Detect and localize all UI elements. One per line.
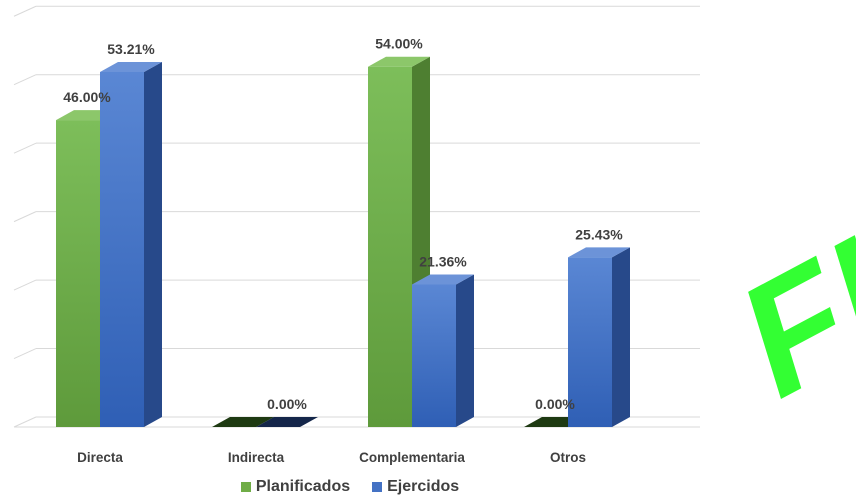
bar-front xyxy=(568,257,612,427)
bar-top xyxy=(412,274,474,285)
bar-top xyxy=(368,56,430,67)
bar-top xyxy=(568,247,630,258)
data-label: 0.00% xyxy=(267,396,307,412)
bar-indirecta-planificados xyxy=(212,417,274,427)
data-label: 46.00% xyxy=(63,89,111,105)
bar-side xyxy=(612,247,630,427)
legend-item-planificados: Planificados xyxy=(240,478,351,496)
data-label: 0.00% xyxy=(535,396,575,412)
legend-swatch-planificados xyxy=(240,482,251,492)
legend-label-planificados: Planificados xyxy=(255,478,351,495)
bar-side xyxy=(144,61,162,427)
gridline-side xyxy=(13,211,37,223)
bar-front xyxy=(368,66,412,427)
bar-directa-ejercidos xyxy=(100,61,162,427)
bar-indirecta-ejercidos xyxy=(256,417,318,427)
data-label: 25.43% xyxy=(575,226,623,242)
gridline-side xyxy=(13,74,37,86)
bar-front xyxy=(100,71,144,427)
legend-label-ejercidos: Ejercidos xyxy=(387,478,460,495)
bar-front xyxy=(412,284,456,427)
gridline-side xyxy=(13,416,37,428)
bar-otros-ejercidos xyxy=(568,247,630,427)
watermark-logo: FIS xyxy=(710,196,856,430)
legend-item-ejercidos: Ejercidos xyxy=(372,478,459,496)
legend-swatch-ejercidos xyxy=(372,482,383,492)
legend: Planificados Ejercidos xyxy=(0,478,700,496)
bar-top xyxy=(100,61,162,72)
bar-base xyxy=(256,417,318,427)
gridline-side xyxy=(13,5,37,17)
bar-chart: 46.00% 53.21% 0.00% 54.00% 21.36% 0.00% 25.43%… xyxy=(13,5,700,465)
bars xyxy=(56,56,630,427)
data-label: 54.00% xyxy=(375,36,423,52)
x-tick-label: Complementaria xyxy=(359,450,465,465)
x-tick-label: Otros xyxy=(550,450,586,465)
x-tick-label: Directa xyxy=(77,450,123,465)
bar-base xyxy=(212,417,274,427)
data-label: 53.21% xyxy=(107,41,155,57)
bar-side xyxy=(456,274,474,427)
data-labels: 46.00% 53.21% 0.00% 54.00% 21.36% 0.00% 25.43% xyxy=(63,36,623,412)
x-tick-label: Indirecta xyxy=(228,450,285,465)
gridline-side xyxy=(13,279,37,291)
bar-front xyxy=(56,120,100,427)
watermark-text: FIS xyxy=(710,196,856,430)
x-tick-labels: Directa Indirecta Complementaria Otros xyxy=(77,450,586,465)
data-label: 21.36% xyxy=(419,253,467,269)
gridline-side xyxy=(13,142,37,154)
bar-complementaria-ejercidos xyxy=(412,274,474,427)
gridline-side xyxy=(13,348,37,359)
